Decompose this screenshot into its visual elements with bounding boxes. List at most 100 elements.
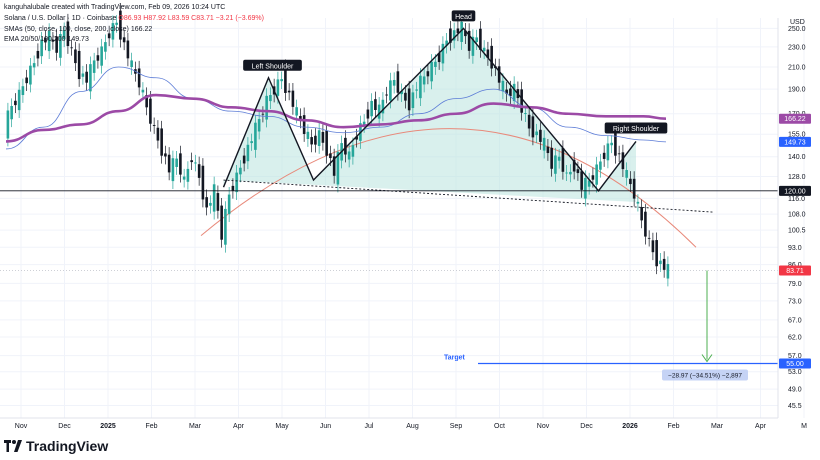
candle-body [430, 61, 433, 82]
candle-body [284, 66, 287, 93]
candle-body [426, 71, 430, 77]
candle-body [92, 60, 96, 73]
candle-body [216, 193, 220, 211]
candle-body [644, 211, 647, 237]
candle-body [509, 88, 512, 97]
sma-legend[interactable]: SMAs (50, close, 100, close, 200, close)… [4, 26, 153, 33]
candle-body [385, 94, 388, 96]
chart-grid [0, 18, 805, 418]
candle-body [59, 34, 62, 58]
candle-body [636, 201, 640, 204]
sma-line [5, 93, 667, 143]
candle-body [314, 135, 317, 145]
candle-body [569, 171, 572, 175]
candle-body [535, 131, 538, 136]
pattern-zigzag [222, 27, 637, 192]
candle-body [100, 46, 103, 66]
candle-body [389, 80, 392, 101]
x-tick-label: 2025 [100, 423, 116, 430]
price-tag-label: 149.73 [784, 139, 806, 146]
candle-body [467, 30, 471, 51]
candle-body [17, 89, 21, 111]
y-tick-label: 57.0 [788, 353, 802, 360]
candle-body [662, 258, 666, 270]
candle-body [242, 155, 246, 164]
x-tick-label: Apr [233, 423, 245, 430]
candle-body [220, 205, 223, 240]
neckline [223, 179, 714, 213]
candle-body [655, 240, 658, 267]
candle-body [276, 79, 280, 96]
x-tick-label: Oct [494, 423, 505, 430]
candle-body [137, 68, 141, 88]
candle-body [254, 122, 257, 150]
candle-body [179, 153, 182, 175]
annotations: Target −28.97 (−34.51%) −2,897 [0, 190, 778, 381]
candle-body [482, 47, 486, 52]
y-tick-label: 79.0 [788, 281, 802, 288]
measure-label: −28.97 (−34.51%) −2,897 [668, 373, 742, 380]
y-tick-label: 73.0 [788, 298, 802, 305]
candle-body [651, 240, 655, 253]
candle-body [572, 159, 576, 172]
candle-body [70, 47, 73, 49]
x-tick-label: M [801, 423, 807, 430]
candle-body [587, 180, 591, 187]
candle-body [464, 30, 467, 37]
chart-credit: kanguhalubale created with TradingView.c… [4, 4, 226, 11]
candle-body [599, 161, 602, 170]
candle-body [362, 121, 366, 125]
candle-body [407, 88, 411, 111]
candle-body [640, 207, 643, 221]
candle-body [621, 152, 625, 170]
candle-body [344, 137, 347, 155]
candle-body [44, 37, 47, 43]
x-tick-label: Nov [537, 423, 550, 430]
y-tick-label: 93.0 [788, 245, 802, 252]
candle-body [261, 113, 265, 115]
candle-body [505, 89, 508, 94]
candle-body [392, 79, 396, 86]
candle-body [175, 158, 178, 167]
candle-body [74, 49, 77, 64]
candle-body [287, 90, 291, 93]
candle-body [212, 184, 216, 212]
candle-body [647, 237, 651, 239]
x-tick-label: Dec [580, 423, 593, 430]
candle-body [332, 156, 336, 176]
x-tick-label: Feb [667, 423, 679, 430]
x-tick-label: 2026 [622, 423, 638, 430]
candle-body [182, 176, 186, 180]
candle-body [336, 151, 340, 185]
candle-body [610, 142, 613, 146]
y-tick-label: 116.0 [788, 196, 805, 203]
ema-line [5, 66, 667, 150]
x-tick-label: Mar [711, 423, 724, 430]
candle-body [47, 30, 51, 52]
price-tag [779, 136, 811, 147]
candle-body [396, 71, 400, 93]
candle-body [36, 50, 40, 59]
candle-body [565, 172, 568, 174]
candle-body [486, 49, 490, 59]
x-tick-label: Jun [320, 423, 331, 430]
x-tick-label: Aug [406, 423, 419, 430]
candle-body [250, 141, 253, 144]
candle-body [81, 73, 85, 77]
candle-body [580, 171, 583, 190]
candle-body [201, 165, 205, 200]
right-shoulder-label-bg [604, 122, 668, 134]
candle-body [62, 30, 66, 40]
candle-body [269, 95, 272, 102]
candle-body [351, 145, 355, 157]
candle-body [490, 45, 493, 69]
x-tick-label: Apr [755, 423, 767, 430]
candle-body [85, 71, 88, 83]
tradingview-logo-icon [4, 439, 22, 452]
candle-body [419, 75, 422, 99]
ema-legend[interactable]: EMA 20/50/100/200 149.73 [4, 36, 89, 43]
candle-body [411, 92, 415, 109]
candle-body [306, 131, 310, 139]
price-tag [779, 185, 811, 196]
